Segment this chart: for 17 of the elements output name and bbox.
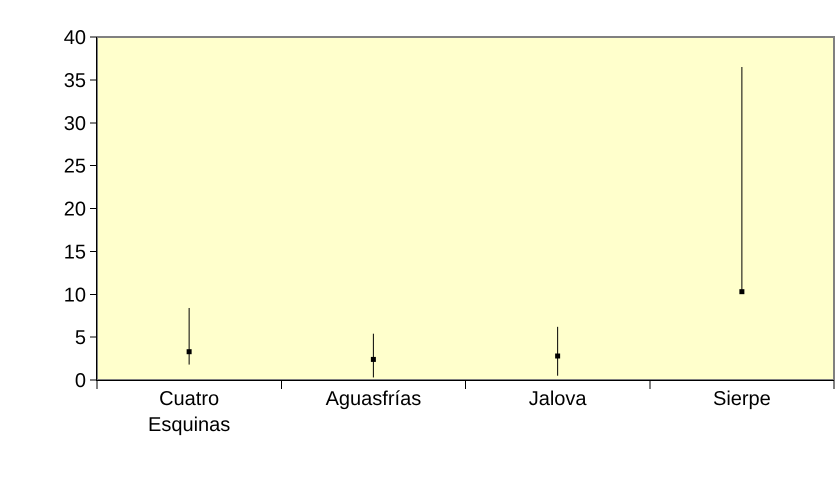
x-tick-label: Aguasfrías: [326, 388, 422, 410]
y-tick-label: 30: [64, 112, 86, 135]
y-tick-label: 0: [74, 370, 86, 392]
y-tick-label: 20: [64, 198, 86, 220]
y-tick-label: 5: [74, 327, 86, 350]
x-tick-label: Sierpe: [712, 388, 771, 410]
y-tick-label: 10: [64, 284, 86, 306]
x-tick-label: Cuatro Esquinas: [148, 388, 230, 436]
y-tick-label: 40: [64, 27, 86, 49]
y-tick-label: 25: [64, 156, 86, 178]
y-tick-label: 35: [64, 70, 86, 92]
y-tick-label: 15: [64, 241, 86, 264]
point: [186, 349, 192, 354]
point: [370, 356, 376, 362]
point: [555, 353, 560, 358]
x-tick-label: Jalova: [528, 388, 588, 410]
point: [739, 289, 744, 294]
